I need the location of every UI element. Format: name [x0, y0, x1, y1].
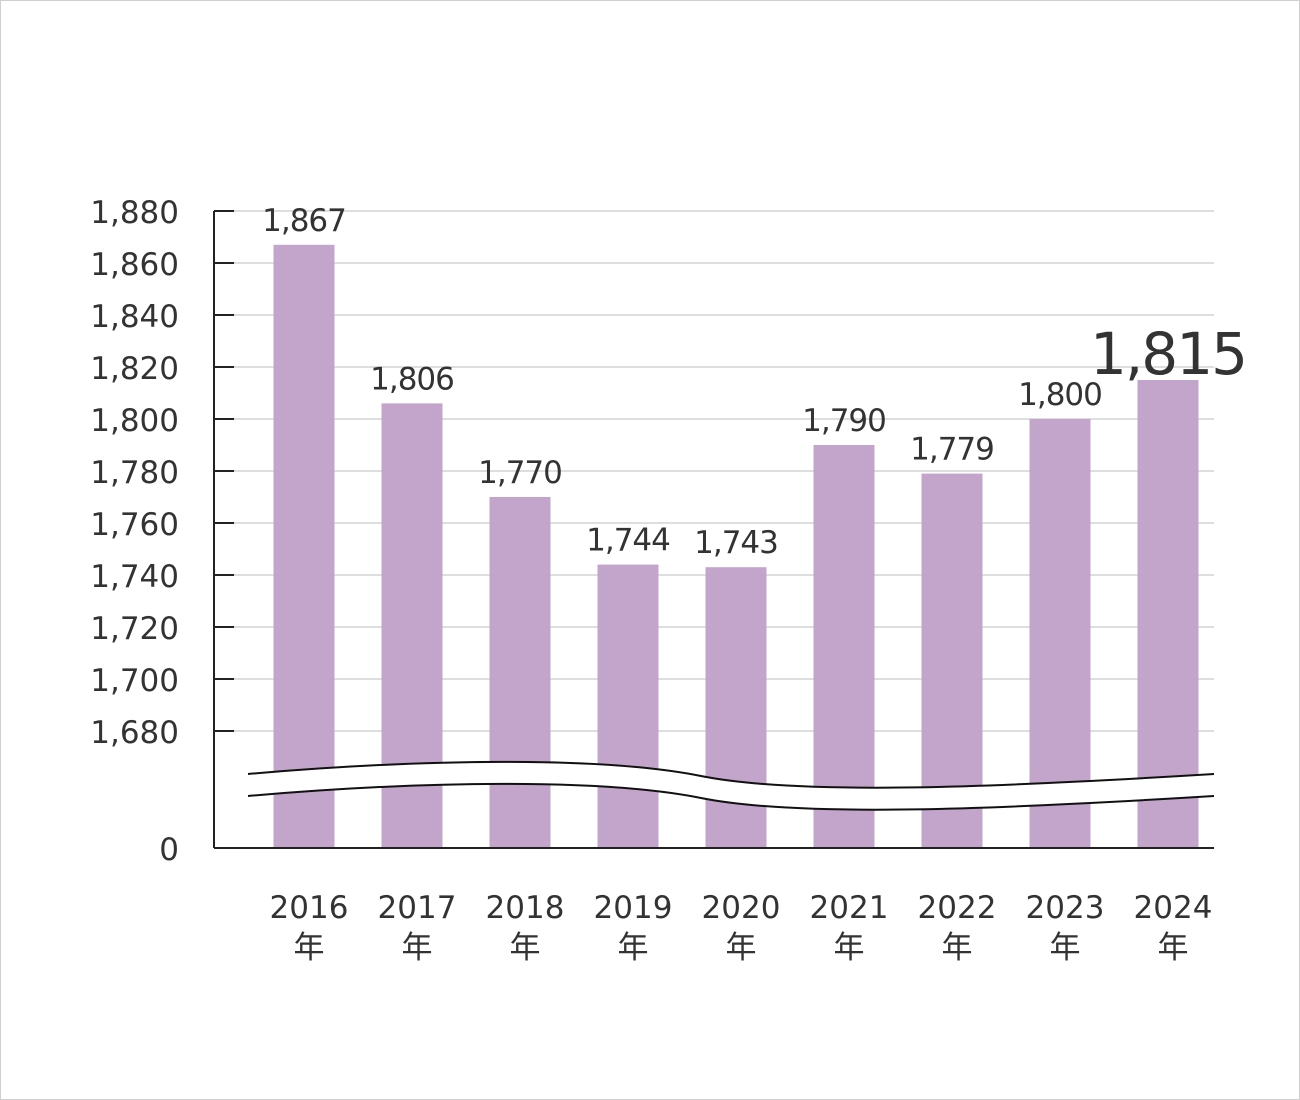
x-tick-suffix: 年	[510, 930, 541, 966]
y-tick-label: 1,800	[90, 403, 179, 439]
value-label: 1,744	[586, 523, 670, 559]
y-tick-label: 1,820	[90, 351, 179, 387]
bar	[597, 564, 659, 848]
y-zero-label: 0	[159, 832, 179, 868]
axis-break-band	[248, 761, 1214, 810]
x-tick-suffix: 年	[294, 930, 325, 966]
x-tick-label: 2018	[486, 890, 565, 926]
x-tick-label: 2022	[918, 890, 997, 926]
x-tick-suffix: 年	[1050, 930, 1081, 966]
bar	[489, 497, 551, 848]
x-tick-label: 2023	[1026, 890, 1105, 926]
x-tick-suffix: 年	[1158, 930, 1189, 966]
value-label: 1,806	[370, 361, 454, 397]
bar	[813, 445, 875, 848]
x-tick-suffix: 年	[402, 930, 433, 966]
y-tick-label: 1,740	[90, 559, 179, 595]
value-label: 1,800	[1018, 377, 1102, 413]
value-label: 1,867	[262, 203, 346, 239]
value-label: 1,743	[694, 525, 778, 561]
x-tick-label: 2021	[810, 890, 889, 926]
value-label-highlight: 1,815	[1090, 320, 1246, 388]
value-label: 1,770	[478, 455, 562, 491]
x-tick-label: 2024	[1134, 890, 1213, 926]
x-tick-suffix: 年	[834, 930, 865, 966]
axis-break-line	[247, 782, 1215, 811]
y-tick-label: 1,720	[90, 611, 179, 647]
y-tick-label: 1,840	[90, 299, 179, 335]
x-tick-suffix: 年	[618, 930, 649, 966]
x-tick-label: 2019	[594, 890, 673, 926]
bar	[273, 244, 335, 849]
x-tick-suffix: 年	[726, 930, 757, 966]
y-tick-label: 1,860	[90, 247, 179, 283]
y-tick-label: 1,880	[90, 195, 179, 231]
y-tick-label: 1,760	[90, 507, 179, 543]
value-label: 1,790	[802, 403, 886, 439]
x-tick-suffix: 年	[942, 930, 973, 966]
y-tick-label: 1,700	[90, 663, 179, 699]
axis-break-line	[247, 760, 1215, 789]
bar	[1029, 419, 1091, 848]
y-tick-label: 1,680	[90, 715, 179, 751]
y-tick-label: 1,780	[90, 455, 179, 491]
x-tick-label: 2016	[270, 890, 349, 926]
x-tick-label: 2020	[702, 890, 781, 926]
x-tick-label: 2017	[378, 890, 457, 926]
value-label: 1,779	[910, 432, 994, 468]
bar	[1137, 380, 1199, 848]
